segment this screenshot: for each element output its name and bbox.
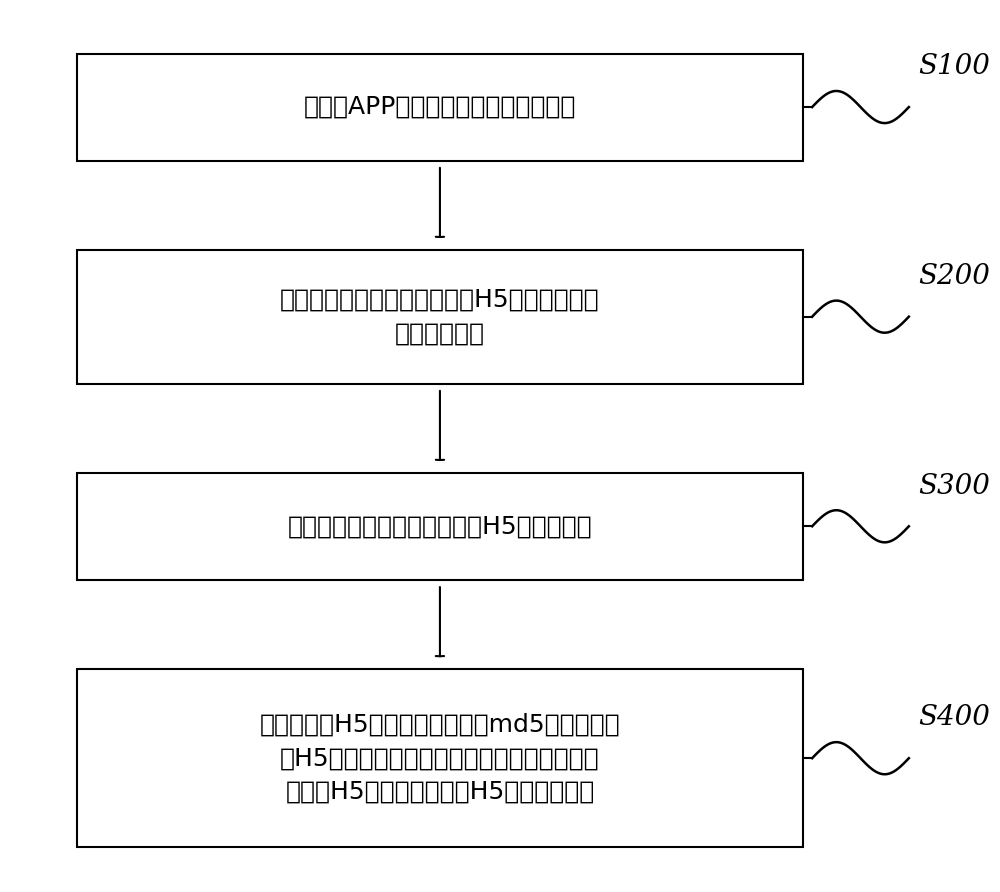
Text: S400: S400 [919, 705, 990, 731]
FancyBboxPatch shape [77, 473, 803, 580]
Text: S100: S100 [919, 54, 990, 80]
Text: S300: S300 [919, 473, 990, 500]
Text: 若否，则从服务端获取最新的H5页面资源包: 若否，则从服务端获取最新的H5页面资源包 [288, 515, 592, 538]
Text: 根据最新的H5页面资源包的第一md5值，对最新
的H5页面资源包进行验证，在验证通过后加载
最新的H5页面资源包中的H5页面资源文件: 根据最新的H5页面资源包的第一md5值，对最新 的H5页面资源包进行验证，在验证… [260, 713, 620, 804]
Text: S200: S200 [919, 263, 990, 290]
Text: 检测到APP启动时，获取资源更新文件: 检测到APP启动时，获取资源更新文件 [304, 95, 576, 119]
Text: 根据资源更新文件，确定本地H5页面资源包是
否为最新版本: 根据资源更新文件，确定本地H5页面资源包是 否为最新版本 [280, 288, 600, 345]
FancyBboxPatch shape [77, 250, 803, 384]
FancyBboxPatch shape [77, 54, 803, 161]
FancyBboxPatch shape [77, 669, 803, 847]
